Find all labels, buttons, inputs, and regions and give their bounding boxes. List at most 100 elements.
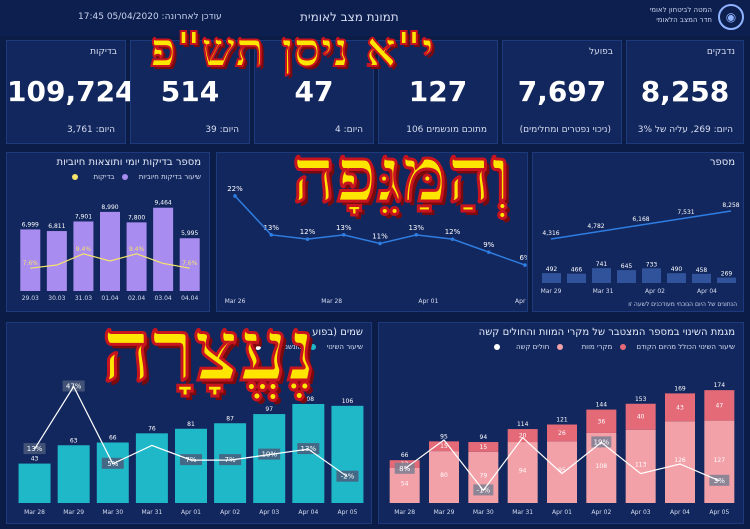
tests-bar-label: 6,999 (22, 221, 39, 228)
cases-bar-label: 269 (721, 271, 733, 278)
tests-bar-label: 7,901 (75, 213, 92, 220)
tests-bar-label: 5,995 (181, 230, 198, 237)
total-label: 174 (714, 382, 726, 389)
respirators-bar (175, 428, 207, 503)
org-line-2: חדר המצב הלאומי (656, 16, 712, 24)
respirators-x-tick: Apr 01 (181, 509, 201, 516)
deaths-panel: מגמת השינוי במספר המצטבר של מקרי המוות ו… (378, 322, 744, 524)
growth-label: 6% (519, 254, 528, 262)
kpi-card-infected[interactable]: נדבקים 8,258 היום: 269, עליה של 3% (626, 40, 744, 144)
respirators-rate-line (34, 385, 348, 478)
org-name: המטה לביטחון לאומי חדר המצב הלאומי (650, 5, 712, 25)
kpi-value: 47 (294, 75, 334, 108)
eye-logo-icon: ◉ (718, 4, 744, 30)
kpi-card-tests[interactable]: בדיקות 109,724 היום: 3,761 (6, 40, 135, 144)
growth-x-tick: Mar 26 (225, 298, 246, 305)
cases-line-label: 7,531 (677, 209, 694, 216)
cases-line (550, 210, 732, 240)
growth-label: 22% (227, 185, 243, 193)
cases-bar (717, 277, 736, 283)
cases-bar-label: 490 (671, 266, 683, 273)
tests-rate-label: 9.4% (76, 246, 92, 253)
tests-bar (179, 238, 200, 291)
kpi-card-deaths[interactable]: 514 היום: 39 (130, 40, 250, 144)
tests-x-tick: 04.04 (181, 295, 198, 302)
legend-rate: שיעור בדיקות חיוביות (138, 173, 201, 181)
growth-line (234, 195, 526, 266)
kpi-value: 127 (408, 75, 468, 108)
kpi-card-active[interactable]: בפועל 7,697 (ניכוי נפטרים ומחלימים) (502, 40, 622, 144)
kpi-label: בדיקות (90, 47, 117, 57)
severe-bar-label: 113 (635, 461, 647, 468)
total-label: 66 (401, 452, 409, 459)
kpi-sub: היום: 269, עליה של 3% (637, 125, 733, 135)
cases-bar-label: 741 (596, 261, 608, 268)
growth-label: 9% (483, 241, 494, 249)
cases-bar-label: 492 (546, 266, 558, 273)
respirators-bar-label: 87 (226, 415, 234, 422)
cases-bar-label: 466 (571, 267, 583, 274)
severe-bar-label: 79 (480, 472, 488, 479)
severe-bar (547, 441, 577, 503)
legend-tests: בדיקות (93, 173, 115, 181)
growth-label: 13% (263, 224, 279, 232)
tests-bar (46, 231, 67, 291)
deaths-x-tick: Mar 29 (434, 509, 455, 516)
deaths-rate-label: 3% (714, 477, 725, 485)
tests-legend: שיעור בדיקות חיוביות בדיקות (56, 173, 201, 181)
tests-bar (100, 211, 120, 291)
respirators-x-tick: Apr 05 (337, 509, 357, 516)
respirators-panel-title: שמים (בפוע (312, 327, 363, 338)
cases-bar (592, 268, 611, 283)
tests-x-tick: 29.03 (22, 295, 39, 302)
deaths-bar-label: 26 (558, 430, 566, 437)
cases-bar (567, 273, 586, 283)
growth-panel: 22% 13% 12% 13% 11% 13% 12% 9% 6% Mar 26 Mar 28 Apr… (216, 152, 528, 312)
growth-label: 12% (445, 228, 461, 236)
legend-rate: שיעור השינוי הכולל מהיום הקודם (636, 343, 735, 351)
kpi-value: 7,697 (517, 75, 607, 108)
respirators-panel: שמים (בפוע שיעור השינוי מונשמים 43 Mar 28… (6, 322, 372, 524)
total-label: 114 (517, 421, 529, 428)
severe-bar (389, 467, 420, 503)
kpi-card-severe[interactable]: 127 מתוכם מונשמים 106 (378, 40, 498, 144)
severe-bar (704, 420, 735, 503)
tests-rate-label: 9.4% (129, 246, 145, 253)
respirators-x-tick: Mar 30 (102, 509, 123, 516)
respirators-bar-label: 76 (148, 425, 156, 432)
deaths-bar-label: 47 (716, 402, 724, 409)
tests-rate-label: 7.6% (182, 260, 198, 267)
severe-bar (665, 421, 695, 503)
growth-chart: 22% 13% 12% 13% 11% 13% 12% 9% 6% Mar 26 Mar 28 Apr… (225, 185, 528, 305)
top-bar: עודכן לאחרונה: 05/04/2020 17:45 תמונת מצ… (0, 0, 750, 36)
legend-rate: שיעור השינוי (326, 343, 363, 351)
deaths-x-tick: Apr 03 (631, 509, 651, 516)
kpi-sub: (ניכוי נפטרים ומחלימים) (519, 125, 611, 135)
severe-bar (429, 451, 459, 503)
total-label: 153 (635, 396, 647, 403)
respirators-x-tick: Mar 29 (63, 509, 84, 516)
deaths-x-tick: Mar 28 (394, 509, 415, 516)
deaths-bar-label: 40 (637, 414, 645, 421)
deaths-bar-label: 15 (440, 443, 448, 450)
cases-line-label: 4,782 (587, 223, 604, 230)
cases-line-label: 4,316 (542, 230, 559, 237)
cases-bar (642, 268, 661, 283)
cases-x-tick: Mar 29 (541, 288, 562, 295)
tests-panel: מספר בדיקות יומי ותוצאות חיוביות שיעור ב… (6, 152, 210, 312)
legend-deaths: מקרי מוות (581, 343, 613, 351)
org-line-1: המטה לביטחון לאומי (649, 6, 712, 14)
tests-x-tick: 03.04 (155, 295, 172, 302)
severe-bar-label: 95 (558, 467, 566, 474)
last-updated: עודכן לאחרונה: 05/04/2020 17:45 (78, 12, 222, 22)
kpi-card-critical[interactable]: 47 היום: 4 (254, 40, 374, 144)
respirators-bar-label: 106 (342, 398, 354, 405)
kpi-value: 514 (160, 75, 220, 108)
deaths-bar-label: 15 (480, 444, 488, 451)
growth-label: 13% (336, 224, 352, 232)
deaths-x-tick: Mar 30 (473, 509, 494, 516)
tests-bar-label: 8,990 (101, 204, 118, 211)
cases-panel-title: מספר (709, 157, 735, 168)
growth-x-tick: Apr 01 (418, 298, 438, 305)
cases-line-label: 6,168 (632, 216, 649, 223)
